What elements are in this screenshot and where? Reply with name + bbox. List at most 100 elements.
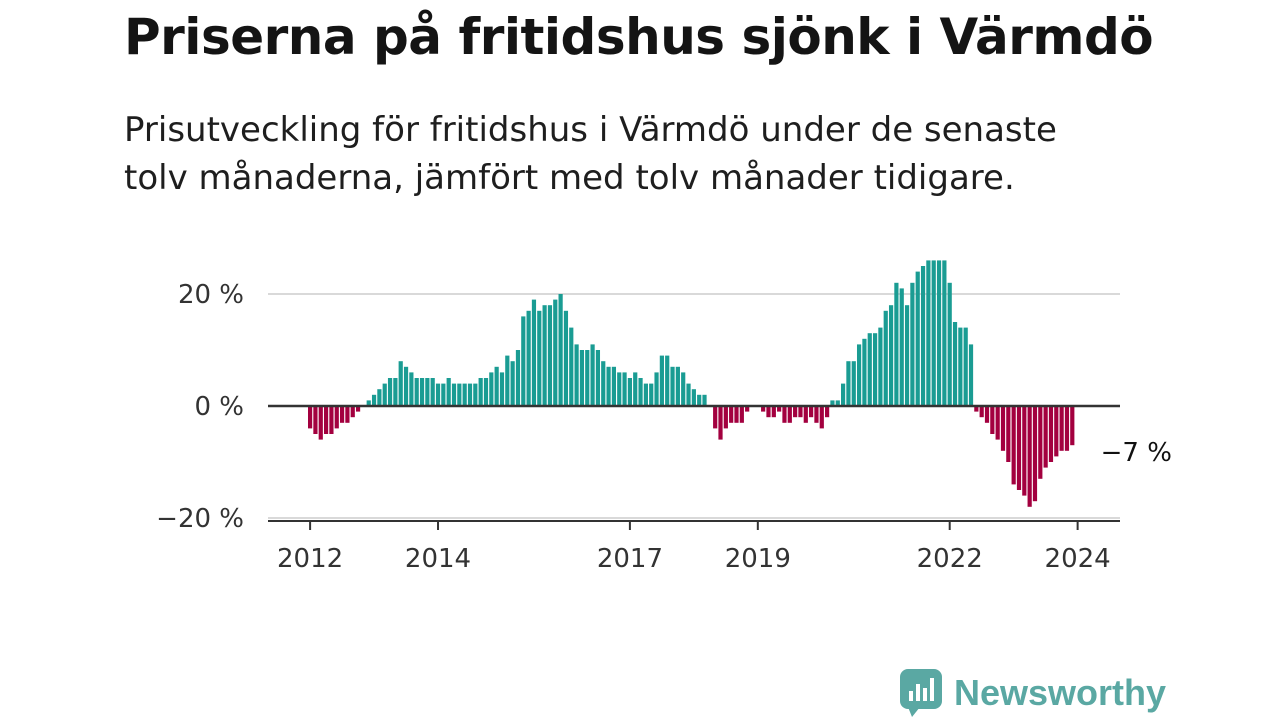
bar — [649, 383, 654, 406]
bar — [835, 400, 840, 406]
bar — [478, 378, 483, 406]
bar — [830, 400, 835, 406]
bar — [558, 294, 563, 406]
bar — [952, 322, 958, 406]
bar — [494, 366, 499, 406]
bar — [515, 350, 521, 406]
bar — [1064, 406, 1070, 451]
bar — [1059, 406, 1064, 451]
bar — [782, 406, 787, 423]
bar — [510, 361, 515, 406]
bar — [963, 327, 968, 406]
bar — [1043, 406, 1048, 468]
bar — [904, 305, 910, 406]
bar — [457, 383, 462, 406]
bar — [734, 406, 739, 423]
bar — [398, 361, 403, 406]
bar — [382, 383, 387, 406]
bar — [323, 406, 329, 434]
bar — [958, 327, 963, 406]
bar — [670, 366, 675, 406]
y-tick-label: 20 % — [178, 280, 244, 310]
bar — [489, 372, 494, 406]
bar — [542, 305, 547, 406]
bar — [611, 366, 617, 406]
bar — [809, 406, 814, 418]
bar — [814, 406, 819, 423]
bar — [622, 372, 627, 406]
bar — [638, 378, 643, 406]
bar — [308, 406, 313, 429]
bar — [595, 350, 601, 406]
bar — [798, 406, 803, 418]
bar — [627, 378, 632, 406]
bar — [979, 406, 984, 418]
bar — [473, 383, 478, 406]
bar — [718, 406, 723, 440]
bar — [697, 394, 702, 406]
bar — [425, 378, 430, 406]
bar — [771, 406, 776, 418]
bar — [665, 355, 670, 406]
bar — [761, 406, 766, 412]
bar — [995, 406, 1000, 440]
x-tick-label: 2012 — [277, 544, 343, 574]
bar — [654, 372, 659, 406]
bar — [371, 394, 377, 406]
bar — [1054, 406, 1059, 457]
brand-logo[interactable]: Newsworthy — [900, 668, 1166, 718]
bar — [872, 333, 878, 406]
bar — [713, 406, 718, 429]
bar — [366, 400, 371, 406]
bar — [926, 260, 931, 406]
bar — [1027, 406, 1032, 507]
x-tick-label: 2014 — [405, 544, 471, 574]
bar — [888, 305, 894, 406]
bar — [723, 406, 728, 429]
bar — [920, 266, 926, 406]
annotation-label: −7 % — [1101, 438, 1172, 468]
bar — [1070, 406, 1075, 446]
bar — [686, 383, 691, 406]
bar — [451, 383, 457, 406]
bar — [803, 406, 808, 423]
bar — [702, 394, 707, 406]
bar — [355, 406, 361, 412]
bar — [745, 406, 750, 412]
bar — [739, 406, 744, 423]
bar — [446, 378, 451, 406]
bar — [659, 355, 664, 406]
bar — [984, 406, 990, 423]
bar — [675, 366, 680, 406]
bar — [856, 344, 862, 406]
brand-name: Newsworthy — [954, 672, 1167, 713]
bar — [931, 260, 936, 406]
bar — [633, 372, 638, 406]
bar — [691, 389, 696, 406]
x-tick-label: 2024 — [1045, 544, 1111, 574]
bar — [1048, 406, 1054, 462]
bar — [841, 383, 846, 406]
bar — [345, 406, 350, 423]
bar — [617, 372, 622, 406]
bar — [990, 406, 995, 434]
bar — [531, 299, 537, 406]
bar — [435, 383, 441, 406]
bar — [1011, 406, 1016, 485]
bar — [441, 383, 446, 406]
bar — [387, 378, 393, 406]
bar — [1032, 406, 1038, 502]
bar — [1016, 406, 1022, 490]
y-tick-label: 0 % — [194, 392, 244, 422]
bar — [419, 378, 425, 406]
bar — [878, 327, 883, 406]
x-tick-label: 2022 — [917, 544, 983, 574]
bar — [846, 361, 851, 406]
bar — [526, 310, 531, 406]
bar — [862, 338, 867, 406]
bar — [430, 378, 435, 406]
bar — [899, 288, 904, 406]
bar — [1022, 406, 1027, 496]
x-tick-label: 2017 — [597, 544, 663, 574]
